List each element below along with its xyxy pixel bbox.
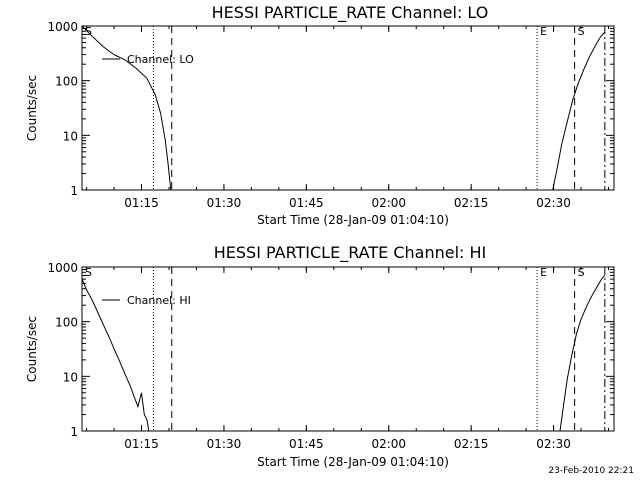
x-tick-label: 02:30 (536, 196, 571, 210)
event-marker-label: S (578, 266, 585, 279)
y-tick-label: 1000 (47, 261, 78, 275)
plot-frame (81, 25, 615, 191)
chart-panel-1: HESSI PARTICLE_RATE Channel: LO 01:15 01:3… (25, 3, 615, 227)
y-tick-label: 1 (70, 184, 78, 198)
y-tick-label: 100 (55, 316, 78, 330)
event-marker-label: E (540, 266, 547, 279)
y-tick-label: 10 (63, 370, 78, 384)
y-tick-label: 10 (63, 129, 78, 143)
y-axis-label: Counts/sec (25, 316, 39, 382)
y-axis-label: Counts/sec (25, 75, 39, 141)
y-tick-label: 1000 (47, 20, 78, 34)
y-tick-label: 100 (55, 75, 78, 89)
data-series-line (81, 278, 150, 432)
data-series-line (559, 275, 606, 432)
event-marker-label: S (578, 25, 585, 38)
chart-title: HESSI PARTICLE_RATE Channel: HI (214, 243, 487, 263)
legend-label: Channel: HI (127, 294, 191, 307)
x-tick-label: 01:15 (124, 196, 159, 210)
x-tick-label: 01:45 (289, 196, 324, 210)
x-tick-label: 01:30 (207, 437, 242, 451)
event-marker-label: E (540, 25, 547, 38)
chart-panel-2: HESSI PARTICLE_RATE Channel: HI 01:15 01:3… (25, 243, 615, 469)
event-marker-label: S (85, 266, 92, 279)
x-tick-label: 01:15 (124, 437, 159, 451)
x-tick-label: 02:15 (454, 196, 489, 210)
x-tick-label: 01:45 (289, 437, 324, 451)
data-series-line (81, 25, 172, 191)
plot-timestamp: 23-Feb-2010 22:21 (548, 466, 634, 476)
x-tick-label: 02:15 (454, 437, 489, 451)
y-tick-label: 1 (70, 425, 78, 439)
plot-frame (81, 266, 615, 432)
legend-label: Channel: LO (127, 53, 194, 66)
x-tick-label: 02:00 (371, 437, 406, 451)
x-tick-label: 01:30 (207, 196, 242, 210)
data-series-line (552, 31, 606, 191)
chart-title: HESSI PARTICLE_RATE Channel: LO (212, 3, 489, 23)
x-tick-label: 02:00 (371, 196, 406, 210)
x-axis-label: Start Time (28-Jan-09 01:04:10) (257, 213, 449, 227)
x-axis-label: Start Time (28-Jan-09 01:04:10) (257, 455, 449, 469)
event-marker-label: S (85, 25, 92, 38)
x-tick-label: 02:30 (536, 437, 571, 451)
